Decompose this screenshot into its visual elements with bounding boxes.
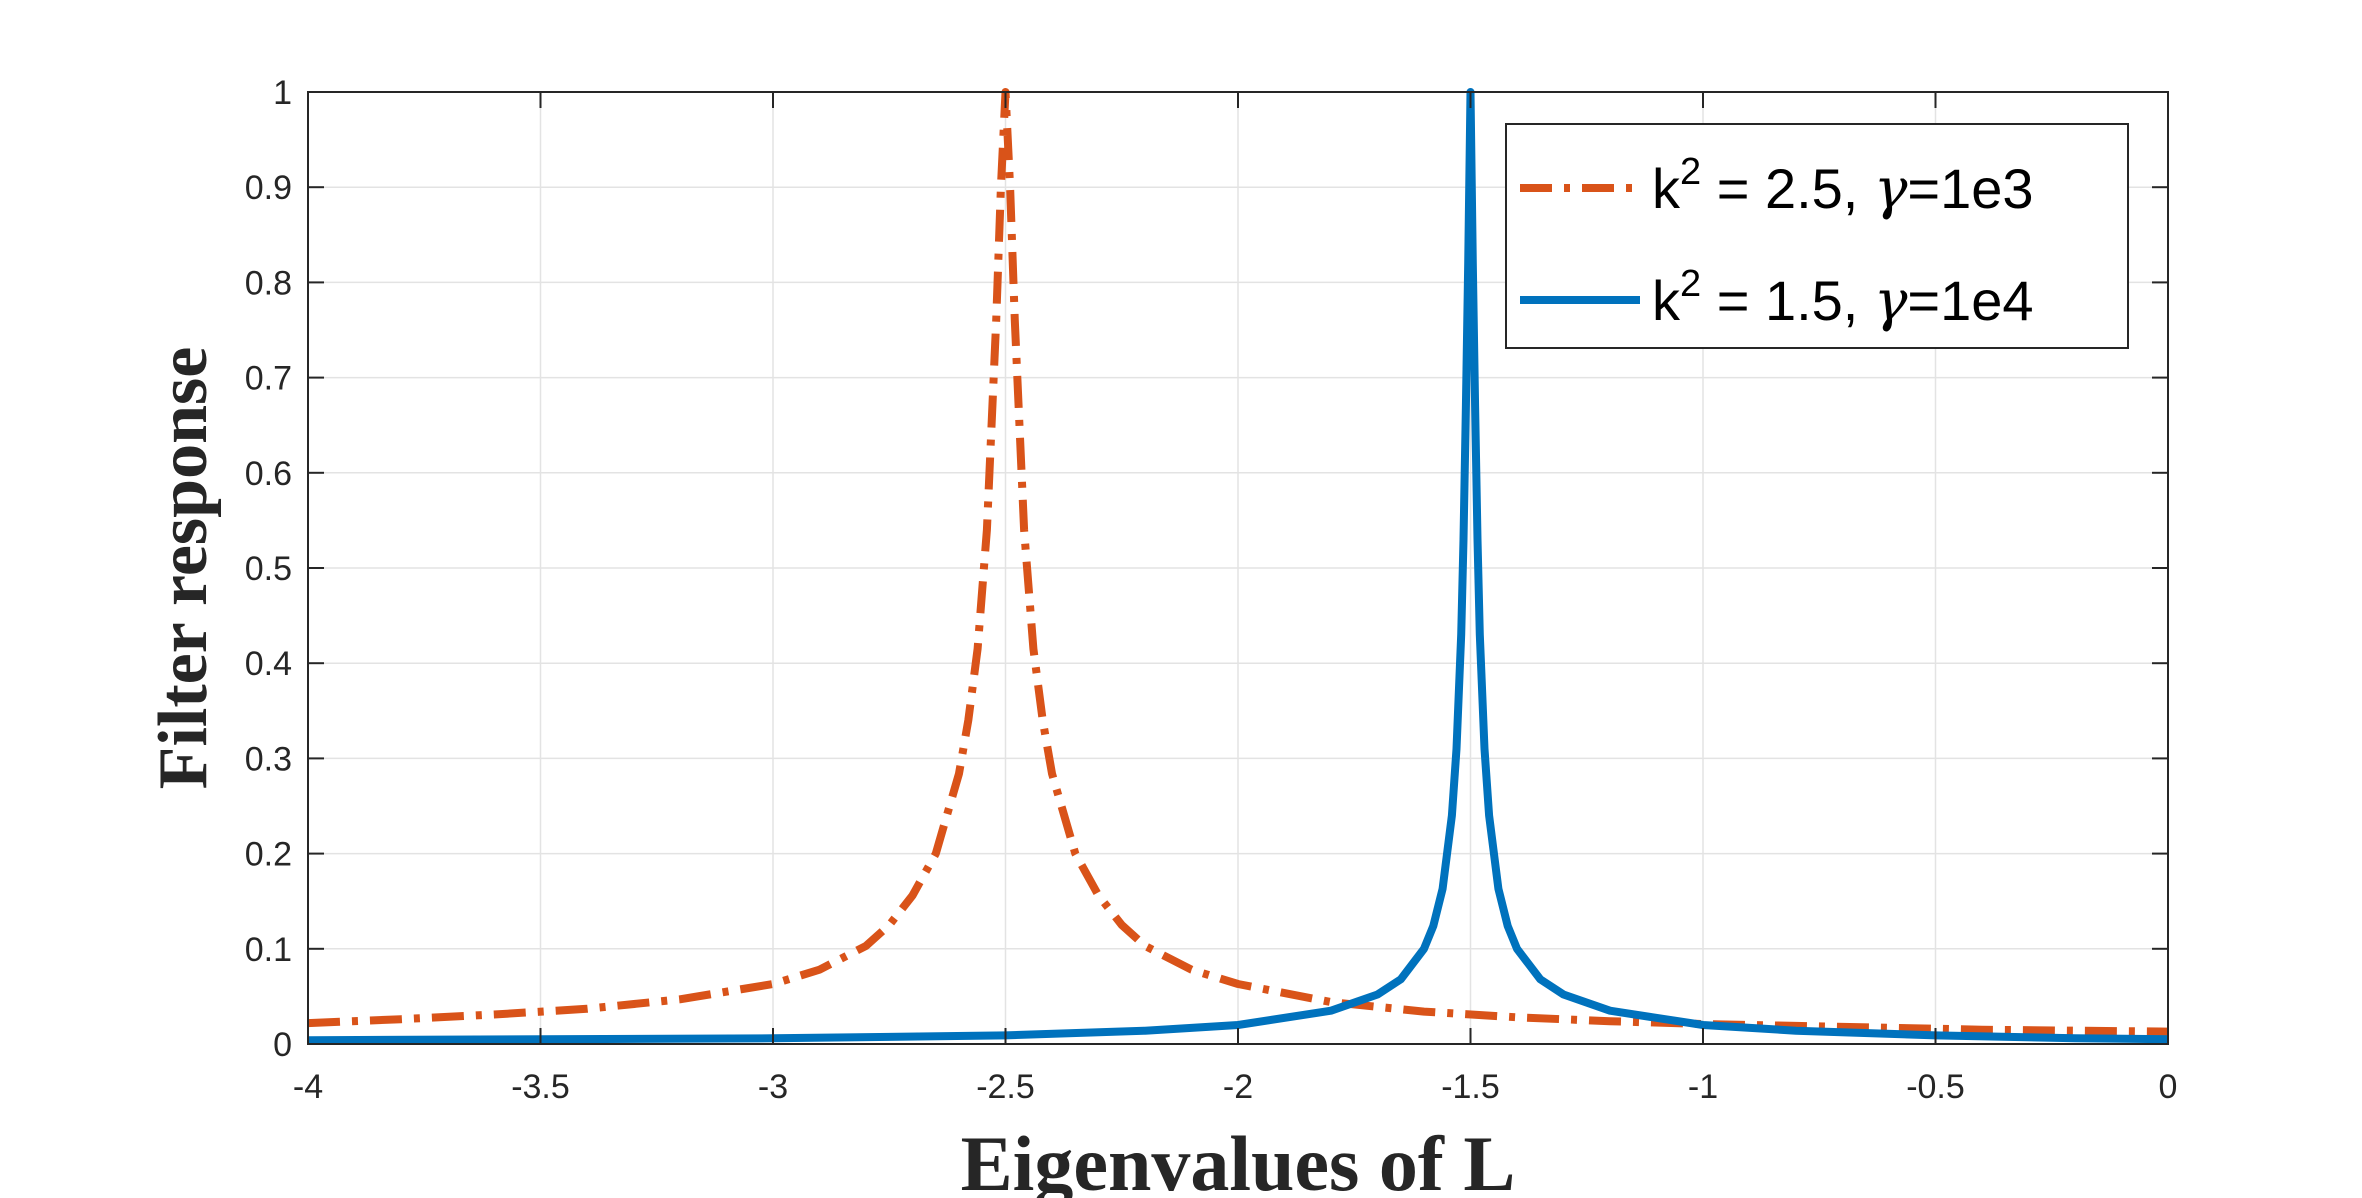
y-tick-label: 1 <box>273 74 292 112</box>
x-tick-label: -1 <box>1688 1068 1718 1106</box>
y-tick-label: 0.3 <box>245 740 292 778</box>
x-tick-label: -4 <box>293 1068 323 1106</box>
series-1 <box>307 88 2169 1036</box>
legend-label-2-superscript: 2 <box>1680 263 1701 305</box>
legend-label-1-gamma-value: =1e3 <box>1907 157 2033 220</box>
legend: k2 = 2.5, γ=1e3 k2 = 1.5, γ=1e4 <box>1505 123 2129 349</box>
legend-label-1-gamma: γ <box>1874 157 1908 222</box>
y-tick-label: 0.8 <box>245 264 292 302</box>
legend-label-2-gamma: γ <box>1874 269 1908 334</box>
y-tick-label: 0.2 <box>245 836 292 874</box>
series-2 <box>307 88 2169 1045</box>
legend-label-2-gamma-value: =1e4 <box>1907 269 2033 332</box>
y-tick-label: 0.9 <box>245 169 292 207</box>
legend-box <box>1505 123 2129 349</box>
y-tick-label: 0.6 <box>245 455 292 493</box>
legend-label-2-value: = 1.5, <box>1701 269 1874 332</box>
y-tick-label: 0.1 <box>245 931 292 969</box>
x-tick-label: 0 <box>2159 1068 2178 1106</box>
legend-label-2: k2 = 1.5, γ=1e4 <box>1652 263 2034 334</box>
series-2-line <box>307 88 2169 1045</box>
x-axis-title: Eigenvalues of L <box>961 1120 1516 1198</box>
y-tick-label: 0.4 <box>245 645 292 683</box>
legend-label-1: k2 = 2.5, γ=1e3 <box>1652 151 2034 222</box>
y-tick-label: 0.5 <box>245 550 292 588</box>
y-axis-title: Filter response <box>145 347 222 790</box>
legend-label-1-superscript: 2 <box>1680 151 1701 193</box>
x-tick-labels: -4 -3.5 -3 -2.5 -2 -1.5 -1 -0.5 0 <box>293 1068 2178 1106</box>
x-tick-label: -2 <box>1223 1068 1253 1106</box>
legend-entry-1: k2 = 2.5, γ=1e3 <box>1520 151 2034 222</box>
y-tick-labels: 0 0.1 0.2 0.3 0.4 0.5 0.6 0.7 0.8 0.9 1 <box>245 74 292 1064</box>
legend-label-1-k: k <box>1652 157 1681 220</box>
x-tick-label: -1.5 <box>1441 1068 1500 1106</box>
y-tick-label: 0.7 <box>245 360 292 398</box>
legend-label-1-value: = 2.5, <box>1701 157 1874 220</box>
series-layer <box>307 88 2169 1045</box>
x-tick-label: -0.5 <box>1906 1068 1965 1106</box>
x-tick-label: -3 <box>758 1068 788 1106</box>
legend-label-2-k: k <box>1652 269 1681 332</box>
x-tick-label: -3.5 <box>511 1068 570 1106</box>
x-tick-label: -2.5 <box>976 1068 1035 1106</box>
legend-entry-2: k2 = 1.5, γ=1e4 <box>1520 263 2034 334</box>
series-1-line <box>307 88 2169 1036</box>
ticks <box>307 91 2169 1045</box>
y-tick-label: 0 <box>273 1026 292 1064</box>
